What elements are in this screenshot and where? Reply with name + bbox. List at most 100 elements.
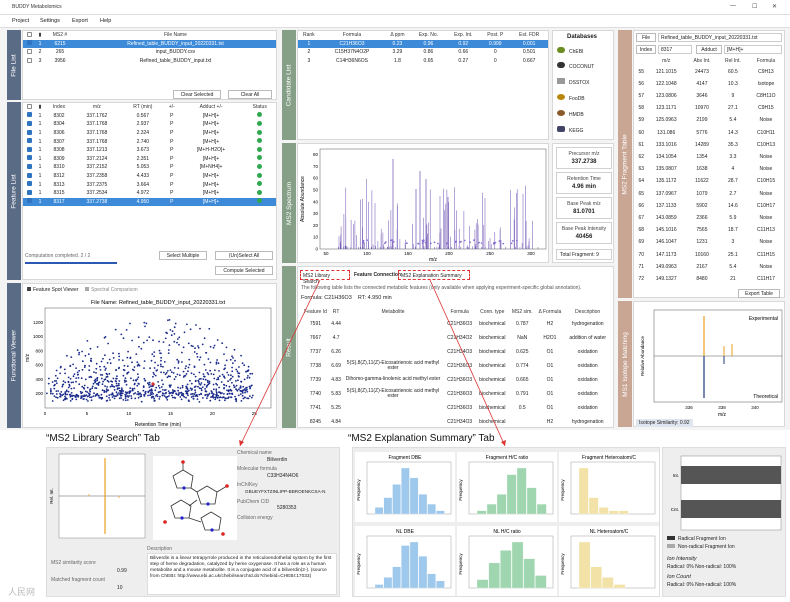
table-row[interactable]: 65 137.0967 1079 2.7 Noise — [638, 190, 773, 197]
clear-selected-button[interactable]: Clear Selected — [173, 90, 221, 99]
table-row[interactable]: 64 135.1172 11622 28.7 C10H15 — [638, 178, 776, 185]
table-row[interactable]: 58 123.1171 10970 27.1 C9H15 — [638, 105, 774, 112]
table-row[interactable]: 2 265 input_BUDDY.csv — [23, 48, 276, 57]
table-row[interactable]: 67 143.0859 2366 5.9 Noise — [638, 214, 773, 221]
file-name-field[interactable]: Refined_table_BUDDY_input_20220331.txt — [658, 33, 782, 42]
row-checkbox[interactable] — [26, 172, 32, 178]
table-row[interactable]: 1 8308 337.1213 3.673 P [M+H-H2O]+ — [23, 146, 276, 155]
table-row[interactable]: 1 8309 337.2124 2.351 P [M+H]+ — [23, 155, 276, 164]
table-row[interactable]: 69 146.1047 1231 3 Noise — [638, 239, 773, 246]
tab-feature-spot-viewer[interactable]: Feature Spot Viewer — [27, 287, 79, 293]
table-row[interactable]: 1 8317 337.2738 4.950 P [M+H]+ — [23, 197, 276, 207]
row-checkbox[interactable] — [26, 48, 32, 54]
table-row[interactable]: 1 C21H36O3 0.23 0.96 0.92 0.999 0.001 — [298, 39, 548, 49]
ion-bar-chart: Int. Cnt. — [671, 455, 782, 531]
index-button[interactable]: Index — [636, 45, 656, 54]
adduct-button[interactable]: Adduct — [696, 45, 722, 54]
status-ok-icon — [257, 138, 263, 144]
table-row[interactable]: 7738 6.69 5(S),8(Z),11(Z)-Eicosatrienoic a… — [309, 359, 598, 371]
tab-spectral-comparison[interactable]: Spectral Comparison — [85, 287, 138, 293]
table-row[interactable]: 59 125.0963 2199 5.4 Noise — [638, 117, 773, 124]
row-checkbox[interactable] — [26, 181, 32, 187]
row-checkbox[interactable] — [26, 198, 32, 204]
y-axis-label: Frequency — [458, 553, 463, 575]
db-chebi[interactable]: ChEBI — [557, 47, 583, 55]
select-all-checkbox[interactable] — [26, 103, 32, 109]
functional-viewer-side-label: Functional Viewer — [7, 283, 21, 428]
db-foodb[interactable]: FooDB — [557, 94, 585, 102]
table-row[interactable]: 3 C14H36N6OS 1.8 0.65 0.27 0 0.667 — [307, 58, 536, 65]
table-row[interactable]: 7667 4.7 C21H34O2 biochemical NaN H2O1 additio… — [309, 334, 607, 341]
table-row[interactable]: 2 C15H37N4O2P 3.29 0.86 0.66 0 0.501 — [307, 49, 536, 56]
row-checkbox[interactable] — [26, 129, 32, 135]
row-checkbox[interactable] — [26, 57, 32, 63]
row-checkbox[interactable] — [26, 112, 32, 118]
y-tick-label: 40 — [313, 199, 319, 204]
row-checkbox[interactable] — [26, 189, 32, 195]
row-checkbox[interactable] — [26, 155, 32, 161]
table-row[interactable]: 1 8312 337.2358 4.433 P [M+H]+ — [23, 172, 276, 181]
db-dsstox[interactable]: DSSTOX — [557, 78, 589, 86]
table-row[interactable]: 55 121.1015 24473 60.5 C9H13 — [638, 68, 774, 75]
tab-feature-connection[interactable]: Feature Connection — [354, 272, 401, 278]
row-checkbox[interactable] — [26, 138, 32, 144]
tab-ms2-explanation-summary[interactable]: MS2 Explanation Summary — [398, 270, 470, 280]
table-row[interactable]: 68 145.1016 7565 18.7 C11H13 — [638, 227, 775, 234]
unselect-all-button[interactable]: (Un)Select All — [215, 251, 273, 260]
x-tick-label: 10 — [126, 411, 132, 416]
table-row[interactable]: 7591 4.44 C21H36O3 biochemical 0.787 H2 hydrog… — [309, 320, 604, 327]
select-all-checkbox[interactable] — [26, 31, 32, 37]
histogram-bar — [427, 573, 436, 589]
db-coconut[interactable]: COCONUT — [557, 62, 594, 70]
clear-all-button[interactable]: Clear All — [228, 90, 272, 99]
close-icon[interactable]: ✕ — [772, 4, 778, 10]
table-row[interactable]: 61 133.1016 14289 35.3 C10H13 — [638, 141, 776, 148]
menu-help[interactable]: Help — [100, 18, 112, 24]
row-checkbox[interactable] — [26, 120, 32, 126]
table-row[interactable]: 71 149.0963 2167 5.4 Noise — [638, 263, 773, 270]
row-checkbox[interactable] — [26, 40, 32, 46]
table-row[interactable]: 72 149.1327 8480 21 C11H17 — [638, 275, 775, 282]
table-row[interactable]: 7740 5.83 5(S),8(Z),11(Z)-Eicosatrienoic a… — [309, 387, 598, 399]
table-row[interactable]: 1 8310 337.2152 5.053 P [M+NH4]+ — [23, 163, 276, 172]
table-row[interactable]: 66 137.1133 5902 14.6 C10H17 — [638, 202, 776, 209]
table-row[interactable]: 1 8302 337.1762 0.567 P [M+H]+ — [23, 112, 276, 121]
table-row[interactable]: 7737 6.26 C21H34O3 biochemical 0.625 O1 oxidat… — [309, 348, 598, 355]
export-table-button[interactable]: Export Table — [738, 289, 780, 298]
table-row[interactable]: 1 8315 337.2534 4.972 P [M+H]+ — [23, 189, 276, 198]
row-checkbox[interactable] — [26, 146, 32, 152]
isotope-plot[interactable]: Experimental Theoretical 336 338 340 m/z… — [634, 302, 786, 428]
table-row[interactable]: 57 123.0806 3646 9 C8H11O — [638, 93, 776, 100]
table-row[interactable]: 1 8304 337.1768 2.937 P [M+H]+ — [23, 120, 276, 129]
db-kegg[interactable]: KEGG — [557, 126, 583, 134]
table-row[interactable]: 7741 5.25 C21H36O3 biochemical 0.5 O1 oxidatio… — [309, 404, 598, 411]
description-text: Biliverdin is a linear tetrapyrrole prod… — [147, 553, 337, 595]
table-row[interactable]: 8245 4.84 C21H34O3 biochemical H2 hydrogenati… — [309, 418, 604, 425]
feature-spot-plot[interactable]: File Name: Refined_table_BUDDY_input_202… — [23, 296, 278, 429]
menu-settings[interactable]: Settings — [40, 18, 60, 24]
menu-export[interactable]: Export — [72, 18, 88, 24]
table-row[interactable]: 7739 4.83 Dihomo-gamma-linolenic acid meth… — [309, 376, 598, 383]
compute-selected-button[interactable]: Compute Selected — [215, 266, 273, 275]
table-row[interactable]: 3 3956 Refined_table_BUDDY_input.txt — [23, 57, 276, 66]
table-row[interactable]: 1 6215 Refined_table_BUDDY_input_20220331.… — [23, 39, 276, 49]
file-button[interactable]: File — [636, 33, 656, 42]
select-multiple-button[interactable]: Select Multiple — [159, 251, 207, 260]
adduct-field[interactable]: [M+H]+ — [724, 45, 782, 54]
db-hmdb[interactable]: HMDB — [557, 110, 584, 118]
menu-project[interactable]: Project — [12, 18, 30, 24]
table-row[interactable]: 1 8313 337.2375 3.664 P [M+H]+ — [23, 180, 276, 189]
table-row[interactable]: 63 135.0807 1638 4 Noise — [638, 166, 773, 173]
table-row[interactable]: 62 134.1054 1354 3.3 Noise — [638, 154, 773, 160]
maximize-icon[interactable]: ☐ — [752, 4, 758, 10]
ms2-spectrum-plot[interactable]: 50 100 150 200 250 300 0 10 20 30 40 50 60 70 80 m/z A… — [298, 144, 550, 264]
table-row[interactable]: 70 147.1173 10160 25.1 C11H15 — [638, 251, 775, 258]
index-field[interactable]: 8317 — [658, 45, 692, 54]
tab-ms2-library-search[interactable]: MS2 Library Search — [300, 270, 350, 285]
table-row[interactable]: 60 131.086 5776 14.3 C10H11 — [638, 129, 775, 136]
table-row[interactable]: 56 122.1048 4147 10.3 Isotope — [638, 80, 775, 87]
table-row[interactable]: 1 8307 337.1768 2.740 P [M+H]+ — [23, 137, 276, 146]
minimize-icon[interactable]: — — [730, 3, 736, 9]
table-row[interactable]: 1 8306 337.1768 2.324 P [M+H]+ — [23, 129, 276, 138]
row-checkbox[interactable] — [26, 163, 32, 169]
